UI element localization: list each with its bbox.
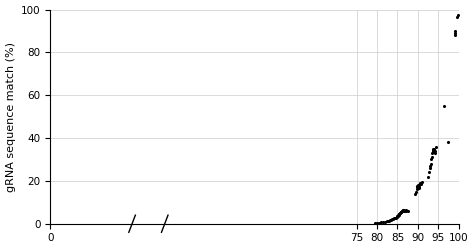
Point xyxy=(384,219,392,223)
Point xyxy=(417,181,424,185)
Point xyxy=(454,15,461,19)
Point xyxy=(392,216,400,220)
Point xyxy=(373,221,381,225)
Point xyxy=(404,209,411,213)
Point xyxy=(396,211,404,215)
Point xyxy=(395,213,402,217)
Point xyxy=(416,187,423,190)
Point xyxy=(425,170,433,174)
Point xyxy=(411,192,419,196)
Point xyxy=(416,182,424,186)
Point xyxy=(390,217,397,221)
Point xyxy=(398,209,406,213)
Point xyxy=(451,29,459,33)
Point xyxy=(415,185,423,189)
Point xyxy=(413,187,420,191)
Point xyxy=(430,147,438,151)
Point xyxy=(454,13,462,17)
Point xyxy=(387,218,394,222)
Point xyxy=(388,217,396,221)
Point xyxy=(414,184,421,188)
Point xyxy=(387,218,395,222)
Point xyxy=(424,175,431,179)
Point xyxy=(414,183,421,187)
Point xyxy=(377,220,385,224)
Point xyxy=(398,209,405,213)
Point xyxy=(451,33,458,37)
Point xyxy=(393,215,401,219)
Point xyxy=(375,221,383,225)
Point xyxy=(402,208,410,212)
Point xyxy=(427,164,434,168)
Point xyxy=(371,221,379,225)
Point xyxy=(412,189,419,193)
Point xyxy=(432,145,439,149)
Point xyxy=(451,31,459,35)
Point xyxy=(391,216,399,220)
Point xyxy=(444,140,452,144)
Point xyxy=(396,212,403,216)
Point xyxy=(401,209,409,213)
Point xyxy=(382,220,389,224)
Point xyxy=(400,208,407,212)
Point xyxy=(427,162,435,166)
Point xyxy=(413,185,421,189)
Point xyxy=(400,209,408,213)
Point xyxy=(415,183,422,187)
Point xyxy=(395,212,403,216)
Y-axis label: gRNA sequence match (%): gRNA sequence match (%) xyxy=(6,42,16,192)
Point xyxy=(385,219,393,223)
Point xyxy=(430,150,438,154)
Point xyxy=(399,208,407,212)
Point xyxy=(419,180,426,184)
Point xyxy=(428,151,436,155)
Point xyxy=(428,149,436,153)
Point xyxy=(399,208,407,212)
Point xyxy=(428,155,436,159)
Point xyxy=(399,209,406,213)
Point xyxy=(383,219,391,223)
Point xyxy=(402,209,410,213)
Point xyxy=(397,210,404,214)
Point xyxy=(429,148,437,152)
Point xyxy=(394,214,401,218)
Point xyxy=(393,214,401,218)
Point xyxy=(428,157,435,161)
Point xyxy=(440,104,448,108)
Point xyxy=(379,220,387,224)
Point xyxy=(431,149,438,153)
Point xyxy=(414,184,422,187)
Point xyxy=(397,210,405,214)
Point xyxy=(418,182,425,186)
Point xyxy=(396,211,404,215)
Point xyxy=(394,213,402,217)
Point xyxy=(431,151,439,155)
Point xyxy=(426,166,433,170)
Point xyxy=(391,216,398,220)
Point xyxy=(429,147,437,151)
